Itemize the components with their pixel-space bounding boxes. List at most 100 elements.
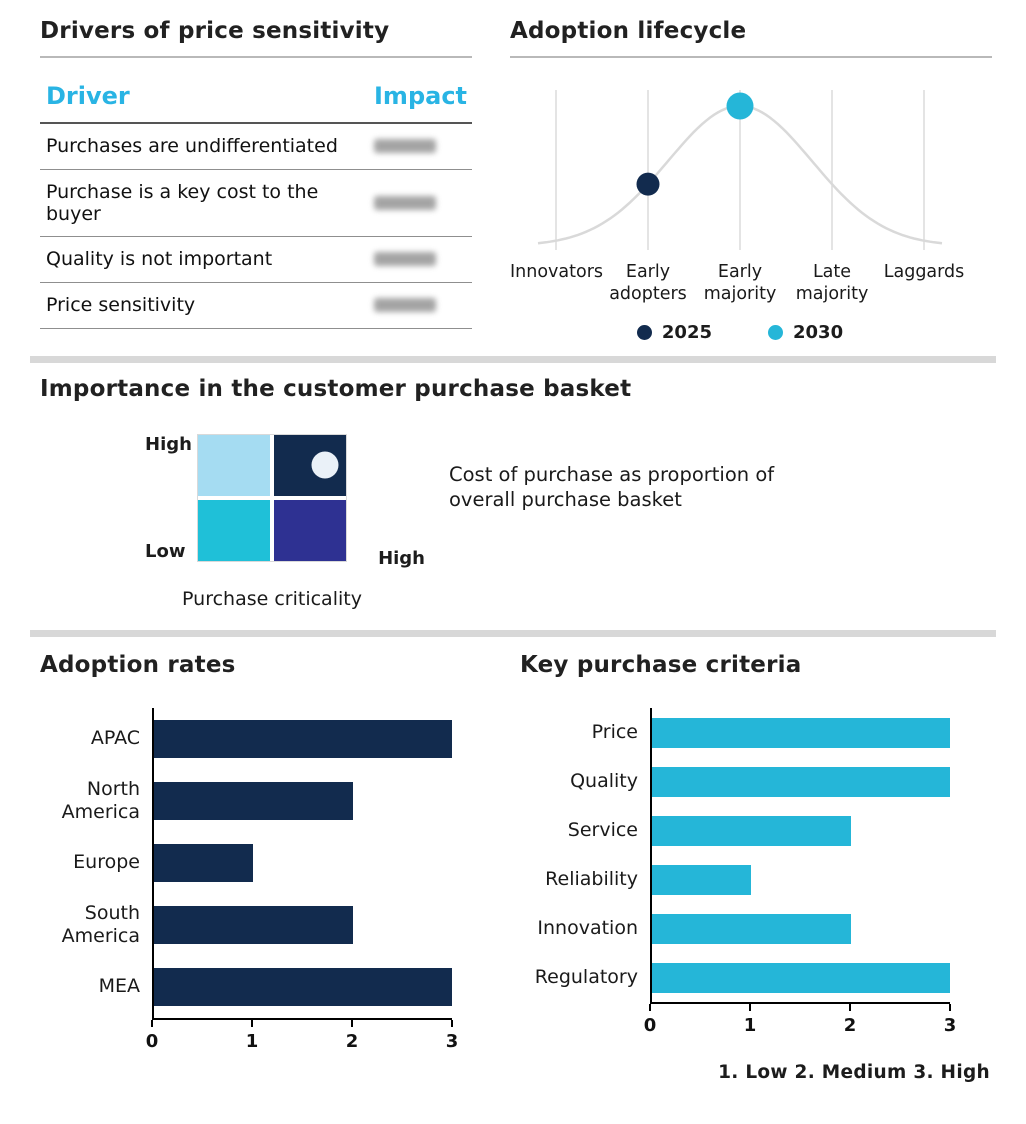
- legend-dot-icon: [636, 324, 652, 340]
- tick-mark: [250, 1020, 253, 1027]
- tick-mark: [748, 1004, 751, 1011]
- tick-mark: [949, 1004, 951, 1011]
- adoption-x-axis-ticks: 0 1 2 3: [146, 1020, 458, 1056]
- x-tick-label: Early majority: [703, 262, 777, 304]
- impact-cell: [368, 169, 472, 237]
- bar-label: Price: [591, 720, 638, 743]
- tick-mark: [350, 1020, 353, 1027]
- y-axis-high-label: High: [145, 434, 192, 455]
- impact-value-redacted: [374, 298, 436, 312]
- quadrant-matrix: [197, 434, 347, 562]
- drivers-header-row: Driver Impact: [40, 68, 472, 124]
- section-divider: [30, 630, 996, 637]
- tick-label: 0: [145, 1031, 159, 1052]
- tick-label: 0: [643, 1015, 657, 1036]
- x-tick-label: Innovators: [510, 262, 604, 282]
- bar-service: [652, 815, 851, 846]
- bar-label: MEA: [98, 975, 140, 998]
- legend-label: 2025: [661, 321, 712, 343]
- section-divider: [30, 356, 996, 363]
- legend-dot-icon: [768, 324, 783, 340]
- bar-reliability: [652, 864, 752, 895]
- matrix-block: High Purchase criticality: [182, 434, 425, 610]
- lifecycle-title: Adoption lifecycle: [510, 18, 992, 58]
- basket-body: High Low High Purchase criticality Cost …: [40, 434, 990, 610]
- basket-title: Importance in the customer purchase bask…: [40, 376, 632, 402]
- tick-label: 3: [445, 1031, 459, 1052]
- impact-cell: [368, 123, 472, 170]
- legend-label: 2030: [793, 321, 844, 343]
- driver-cell: Purchases are undifferentiated: [40, 123, 368, 170]
- bar-label: Service: [567, 818, 638, 841]
- impact-value-redacted: [374, 139, 436, 154]
- legend-item-2025: 2025: [636, 321, 712, 343]
- basket-section: Importance in the customer purchase bask…: [40, 376, 990, 610]
- x-axis-high-label: High: [378, 548, 425, 569]
- criteria-plot: 0 1 2 3: [644, 708, 956, 1040]
- impact-cell: [368, 282, 472, 329]
- basket-caption: Cost of purchase as proportion of overal…: [449, 463, 775, 512]
- driver-cell: Price sensitivity: [40, 282, 368, 329]
- table-row: Purchases are undifferentiated: [40, 123, 472, 170]
- criteria-chart: Price Quality Service Reliability Innova…: [520, 708, 992, 1040]
- bar-label: Europe: [73, 851, 140, 874]
- lifecycle-x-axis: Innovators Early adopters Early majority…: [510, 262, 970, 306]
- tick-label: 2: [843, 1015, 857, 1036]
- bar-regulatory: [652, 962, 950, 993]
- tick-label: 3: [943, 1015, 957, 1036]
- quadrant-bottom-left: [198, 500, 270, 561]
- quadrant-bottom-right: [274, 500, 346, 561]
- bar-label: North America: [61, 777, 140, 823]
- adoption-chart: APAC North America Europe South America …: [40, 708, 476, 1056]
- tick-label: 1: [245, 1031, 259, 1052]
- tick-mark: [848, 1004, 851, 1011]
- scale-note: 1. Low 2. Medium 3. High: [718, 1062, 990, 1083]
- criteria-section: Key purchase criteria Price Quality Serv…: [520, 652, 992, 1083]
- adoption-labels: APAC North America Europe South America …: [40, 708, 152, 1056]
- lifecycle-point-2030: [726, 92, 754, 120]
- bar-innovation: [652, 913, 851, 944]
- driver-cell: Quality is not important: [40, 236, 368, 283]
- drivers-table: Driver Impact Purchases are undifferenti…: [40, 68, 472, 329]
- table-row: Price sensitivity: [40, 282, 472, 329]
- bar-label: Reliability: [545, 867, 638, 890]
- adoption-section: Adoption rates APAC North America Europe…: [40, 652, 476, 1056]
- lifecycle-curve-svg: [537, 90, 943, 250]
- criteria-labels: Price Quality Service Reliability Innova…: [520, 708, 650, 1040]
- adoption-title: Adoption rates: [40, 652, 236, 678]
- bar-mea: [154, 968, 452, 1006]
- tick-label: 2: [345, 1031, 359, 1052]
- column-header-impact: Impact: [368, 68, 472, 124]
- x-tick-label: Late majority: [795, 262, 869, 304]
- impact-value-redacted: [374, 195, 436, 210]
- bar-europe: [154, 844, 254, 882]
- table-row: Purchase is a key cost to the buyer: [40, 169, 472, 237]
- adoption-plot: 0 1 2 3: [146, 708, 458, 1056]
- matrix-wrap: High: [197, 434, 425, 569]
- bar-price: [652, 717, 950, 748]
- bar-label: South America: [61, 901, 140, 947]
- tick-label: 1: [743, 1015, 757, 1036]
- criteria-x-axis-ticks: 0 1 2 3: [644, 1004, 956, 1040]
- bar-label: APAC: [90, 727, 140, 750]
- legend-item-2030: 2030: [768, 322, 843, 343]
- matrix-y-axis: High Low: [145, 434, 197, 562]
- plot-area: [650, 708, 950, 1004]
- lifecycle-legend: 2025 2030: [510, 322, 970, 343]
- bar-label: Innovation: [537, 916, 638, 939]
- plot-area: [152, 708, 452, 1020]
- tick-mark: [451, 1020, 453, 1027]
- y-axis-low-label: Low: [145, 541, 186, 562]
- impact-value-redacted: [374, 252, 436, 266]
- impact-cell: [368, 236, 472, 283]
- x-tick-label: Laggards: [883, 262, 965, 282]
- tick-mark: [649, 1004, 651, 1011]
- tick-mark: [151, 1020, 153, 1027]
- bar-north-america: [154, 782, 353, 820]
- bar-quality: [652, 766, 950, 797]
- driver-cell: Purchase is a key cost to the buyer: [40, 169, 368, 237]
- lifecycle-point-2025: [636, 172, 660, 196]
- bar-apac: [154, 720, 452, 758]
- drivers-section: Drivers of price sensitivity Driver Impa…: [40, 18, 472, 329]
